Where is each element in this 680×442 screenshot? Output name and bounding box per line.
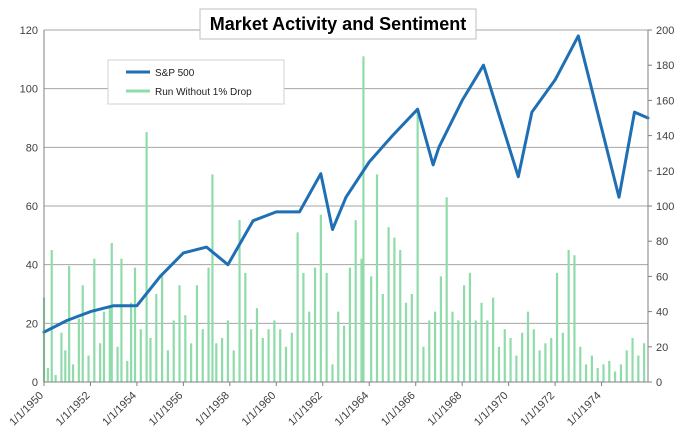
title-frame (199, 8, 477, 40)
y-right-tick-label: 100 (656, 201, 674, 213)
y-right-tick-label: 140 (656, 131, 674, 143)
x-tick-label: 1/1/1950 (7, 390, 46, 429)
y-right-tick-label: 60 (656, 271, 668, 283)
y-left-tick-label: 20 (26, 318, 38, 330)
legend-label-run-without-drop: Run Without 1% Drop (155, 87, 252, 98)
x-tick-label: 1/1/1960 (240, 390, 279, 429)
y-right-tick-label: 20 (656, 342, 668, 354)
y-right-tick-label: 80 (656, 236, 668, 248)
x-tick-label: 1/1/1958 (193, 390, 232, 429)
y-left-tick-label: 0 (32, 377, 38, 389)
run-without-drop-series (42, 56, 646, 382)
x-tick-label: 1/1/1964 (333, 390, 372, 429)
chart-title-box: Market Activity and Sentiment (199, 8, 477, 40)
legend: S&P 500 Run Without 1% Drop (107, 59, 285, 105)
x-tick-label: 1/1/1974 (565, 390, 604, 429)
y-right-tick-label: 160 (656, 95, 674, 107)
x-tick-label: 1/1/1962 (286, 390, 325, 429)
sp500-line (42, 34, 650, 334)
y-right-tick-label: 180 (656, 60, 674, 72)
y-left-tick-label: 100 (20, 84, 38, 96)
x-tick-label: 1/1/1970 (472, 390, 511, 429)
y-right-tick-label: 40 (656, 307, 668, 319)
x-tick-label: 1/1/1952 (54, 390, 93, 429)
legend-frame (107, 59, 285, 105)
x-tick-label: 1/1/1956 (147, 390, 186, 429)
y-right-tick-label: 200 (656, 25, 674, 37)
chart-title: Market Activity and Sentiment (210, 14, 466, 34)
y-left-tick-label: 80 (26, 142, 38, 154)
y-left-tick-label: 40 (26, 260, 38, 272)
x-tick-label: 1/1/1954 (100, 390, 139, 429)
x-tick-label: 1/1/1968 (426, 390, 465, 429)
y-right-tick-label: 120 (656, 166, 674, 178)
x-tick-label: 1/1/1966 (379, 390, 418, 429)
legend-label-sp500: S&P 500 (155, 68, 195, 79)
y-right-tick-label: 0 (656, 377, 662, 389)
y-left-tick-label: 60 (26, 201, 38, 213)
sp500-series (42, 34, 650, 334)
y-left-tick-label: 120 (20, 25, 38, 37)
x-tick-label: 1/1/1972 (518, 390, 557, 429)
